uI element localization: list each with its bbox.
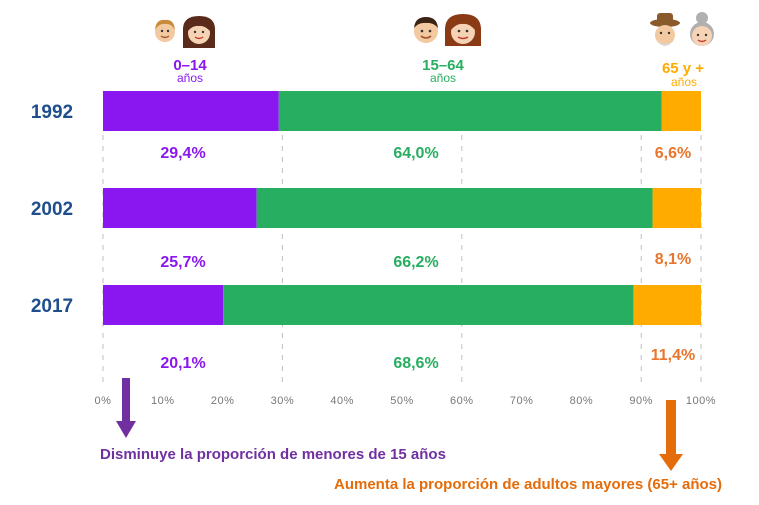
gridlines [102,135,702,388]
x-tick-label: 10% [151,395,175,407]
pct-label-adults-1992: 64,0% [393,145,438,162]
x-tick-label: 50% [390,395,414,407]
x-tick-label: 40% [330,395,354,407]
bar-segment-elderly-2017 [633,285,701,325]
year-label-1992: 1992 [31,102,73,123]
note-elderly-increase: Aumenta la proporción de adultos mayores… [334,476,722,493]
group-sub-elderly: años [671,75,697,89]
year-label-2017: 2017 [31,296,73,317]
bar-segment-children-2017 [103,285,224,325]
pct-label-children-2002: 25,7% [160,254,205,271]
value-labels: 1992 29,4% 64,0% 6,6% 2002 25,7% 66,2% 8,1% 2017… [31,102,695,372]
bar-segment-adults-1992 [278,91,662,131]
bar-segment-children-1992 [103,91,279,131]
x-tick-label: 60% [450,395,474,407]
pct-label-children-2017: 20,1% [160,355,205,372]
down-arrow-orange-icon [659,400,683,471]
pct-label-elderly-1992: 6,6% [655,145,691,162]
x-tick-label: 0% [95,395,112,407]
x-tick-label: 70% [510,395,534,407]
group-label-children: 0–14 [173,57,207,74]
bar-segment-adults-2002 [256,188,653,228]
elderly-faces-icon [650,12,714,46]
bar-segment-adults-2017 [223,285,634,325]
pct-label-elderly-2002: 8,1% [655,251,691,268]
note-children-decrease: Disminuye la proporción de menores de 15… [100,446,446,463]
bar-segment-elderly-1992 [661,91,701,131]
bar-segment-elderly-2002 [652,188,701,228]
group-sub-children: años [177,71,203,85]
x-tick-label: 90% [629,395,653,407]
group-sub-adults: años [430,71,456,85]
adults-faces-icon [414,14,481,46]
x-tick-label: 100% [686,395,716,407]
x-tick-label: 30% [271,395,295,407]
pct-label-adults-2002: 66,2% [393,254,438,271]
children-faces-icon [155,16,215,48]
bar-segment-children-2002 [103,188,257,228]
year-label-2002: 2002 [31,199,73,220]
pct-label-children-1992: 29,4% [160,145,205,162]
x-tick-label: 20% [211,395,235,407]
down-arrow-icon [116,378,136,438]
bars [103,91,701,325]
pct-label-adults-2017: 68,6% [393,355,438,372]
x-tick-label: 80% [570,395,594,407]
group-label-elderly: 65 y + [662,60,704,77]
x-axis-ticks: 0% 10% 20% 30% 40% 50% 60% 70% 80% 90% 100% [95,395,716,407]
group-label-adults: 15–64 [422,57,464,74]
pct-label-elderly-2017: 11,4% [651,347,695,364]
